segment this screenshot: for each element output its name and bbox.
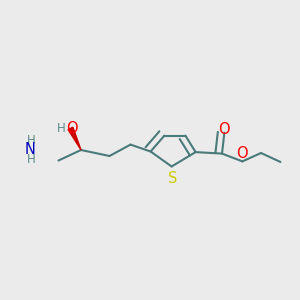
Polygon shape [68,127,81,150]
Text: H: H [57,122,66,135]
Text: O: O [219,122,230,137]
Text: O: O [237,146,248,161]
Text: H: H [27,153,36,166]
Text: O: O [66,121,78,136]
Text: S: S [168,171,178,186]
Text: N: N [25,142,35,158]
Text: H: H [27,134,36,147]
